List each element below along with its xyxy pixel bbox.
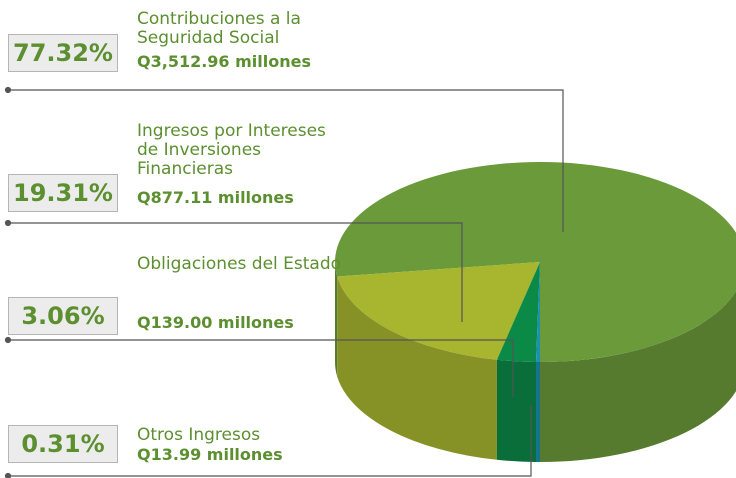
category-label: Obligaciones del Estado — [137, 254, 342, 274]
slice-top — [335, 162, 736, 362]
percent-label: 3.06% — [8, 297, 118, 335]
category-label: Contribuciones a la Seguridad Social — [137, 9, 301, 48]
percent-label: 19.31% — [8, 174, 118, 212]
category-label: Otros Ingresos — [137, 425, 261, 445]
leader-line — [8, 222, 463, 322]
slice-top — [536, 262, 540, 362]
slice-side — [536, 361, 540, 462]
leader-line — [8, 89, 564, 232]
slice-side — [496, 359, 537, 462]
leader-dot — [4, 219, 12, 227]
leader-dot — [4, 336, 12, 344]
leader-lines — [4, 86, 564, 478]
slice-side — [337, 276, 497, 460]
pie-slices — [335, 162, 736, 462]
slice-top — [337, 262, 540, 360]
leader-dot — [4, 86, 12, 94]
amount-label: Q3,512.96 millones — [137, 52, 312, 71]
leader-dot — [4, 472, 12, 478]
percent-label: 0.31% — [8, 425, 118, 463]
percent-label: 77.32% — [8, 34, 118, 72]
amount-label: Q139.00 millones — [137, 313, 294, 332]
slice-side — [540, 291, 736, 462]
slice-top — [496, 262, 540, 362]
leader-line — [8, 339, 514, 397]
category-label: Ingresos por Intereses de Inversiones Fi… — [137, 121, 326, 179]
amount-label: Q13.99 millones — [137, 445, 283, 464]
slice-side — [335, 262, 338, 377]
amount-label: Q877.11 millones — [137, 188, 294, 207]
leader-line — [8, 405, 532, 477]
